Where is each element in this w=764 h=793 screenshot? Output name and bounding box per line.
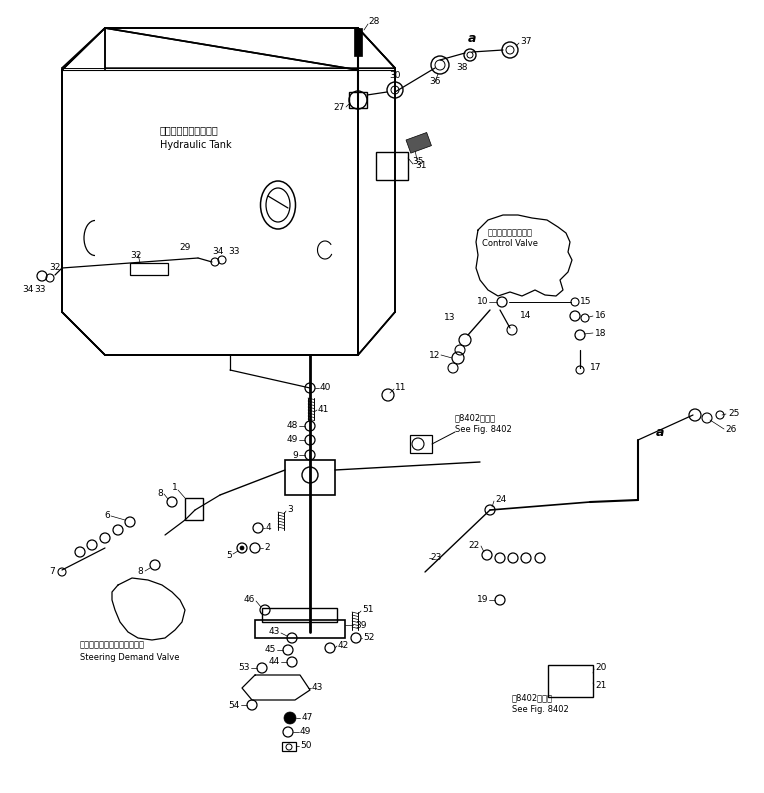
Text: 38: 38 xyxy=(456,63,468,72)
Text: 15: 15 xyxy=(580,297,591,307)
Bar xyxy=(349,92,367,108)
Text: 29: 29 xyxy=(180,243,191,252)
Text: 32: 32 xyxy=(130,251,141,259)
Text: 5: 5 xyxy=(226,550,232,560)
Text: 7: 7 xyxy=(49,568,55,577)
Text: 4: 4 xyxy=(266,523,272,533)
Text: 41: 41 xyxy=(318,405,329,415)
Text: 49: 49 xyxy=(286,435,298,445)
Circle shape xyxy=(284,712,296,724)
Text: 48: 48 xyxy=(286,422,298,431)
Text: 8: 8 xyxy=(138,568,143,577)
Text: 42: 42 xyxy=(338,641,349,649)
Text: 54: 54 xyxy=(228,700,240,710)
Text: Hydraulic Tank: Hydraulic Tank xyxy=(160,140,231,150)
Text: 第8402図参照: 第8402図参照 xyxy=(512,694,553,703)
Text: 19: 19 xyxy=(477,596,488,604)
Text: See Fig. 8402: See Fig. 8402 xyxy=(455,426,512,435)
Text: 3: 3 xyxy=(287,505,293,515)
Text: 20: 20 xyxy=(595,664,607,672)
Text: 34: 34 xyxy=(212,247,224,256)
Text: 22: 22 xyxy=(469,541,480,550)
Text: 第8402図参照: 第8402図参照 xyxy=(455,413,496,423)
Text: 35: 35 xyxy=(413,158,424,167)
Bar xyxy=(282,742,296,751)
Bar xyxy=(406,132,432,153)
Text: 51: 51 xyxy=(362,606,374,615)
Text: 14: 14 xyxy=(520,311,532,320)
Text: 10: 10 xyxy=(477,297,488,307)
Text: 23: 23 xyxy=(430,554,442,562)
Bar xyxy=(285,460,335,495)
Text: 11: 11 xyxy=(395,384,406,393)
Text: 9: 9 xyxy=(293,451,298,461)
Text: 33: 33 xyxy=(34,285,46,294)
Text: 53: 53 xyxy=(238,664,250,672)
Text: 31: 31 xyxy=(415,160,426,170)
Text: Steering Demand Valve: Steering Demand Valve xyxy=(80,653,180,661)
Text: a: a xyxy=(656,426,664,439)
Bar xyxy=(255,620,345,638)
Text: 16: 16 xyxy=(595,312,607,320)
Text: 12: 12 xyxy=(429,351,440,359)
Text: 45: 45 xyxy=(264,646,276,654)
Text: 25: 25 xyxy=(728,408,740,417)
Text: 52: 52 xyxy=(363,634,374,642)
Text: a: a xyxy=(468,32,476,44)
Text: 30: 30 xyxy=(389,71,401,79)
Text: 37: 37 xyxy=(520,37,532,47)
Text: 34: 34 xyxy=(22,285,34,294)
Text: 46: 46 xyxy=(244,596,255,604)
Circle shape xyxy=(240,546,244,550)
Text: 33: 33 xyxy=(228,247,239,256)
Text: 36: 36 xyxy=(429,78,441,86)
Bar xyxy=(410,435,432,453)
Text: 47: 47 xyxy=(302,714,313,722)
Text: 40: 40 xyxy=(320,384,332,393)
Text: 2: 2 xyxy=(264,543,270,553)
Text: 44: 44 xyxy=(269,657,280,666)
Bar xyxy=(130,263,168,275)
Bar xyxy=(354,28,362,56)
Text: 6: 6 xyxy=(104,511,110,519)
Bar xyxy=(548,665,593,697)
Text: ハイドロリックタンク: ハイドロリックタンク xyxy=(160,125,219,135)
Text: See Fig. 8402: See Fig. 8402 xyxy=(512,706,568,714)
Text: 8: 8 xyxy=(157,488,163,497)
Text: 43: 43 xyxy=(312,684,323,692)
Text: ステアリングデマンドバルブ: ステアリングデマンドバルブ xyxy=(80,641,145,649)
Text: コントロールバルブ: コントロールバルブ xyxy=(487,228,533,237)
Text: 27: 27 xyxy=(334,104,345,113)
Text: 18: 18 xyxy=(595,328,607,338)
Text: 26: 26 xyxy=(725,426,736,435)
Text: 17: 17 xyxy=(590,363,601,373)
Text: 50: 50 xyxy=(300,741,312,750)
Text: 1: 1 xyxy=(172,484,178,492)
Text: 43: 43 xyxy=(269,627,280,637)
Text: 28: 28 xyxy=(368,17,380,26)
Text: 24: 24 xyxy=(495,496,507,504)
Text: 39: 39 xyxy=(355,620,367,630)
Text: 49: 49 xyxy=(300,727,312,737)
Text: 13: 13 xyxy=(443,313,455,323)
Text: Control Valve: Control Valve xyxy=(482,239,538,247)
Text: 21: 21 xyxy=(595,680,607,689)
Bar xyxy=(376,152,408,180)
Text: 32: 32 xyxy=(50,263,60,273)
Bar xyxy=(262,608,337,622)
Bar xyxy=(185,498,203,520)
